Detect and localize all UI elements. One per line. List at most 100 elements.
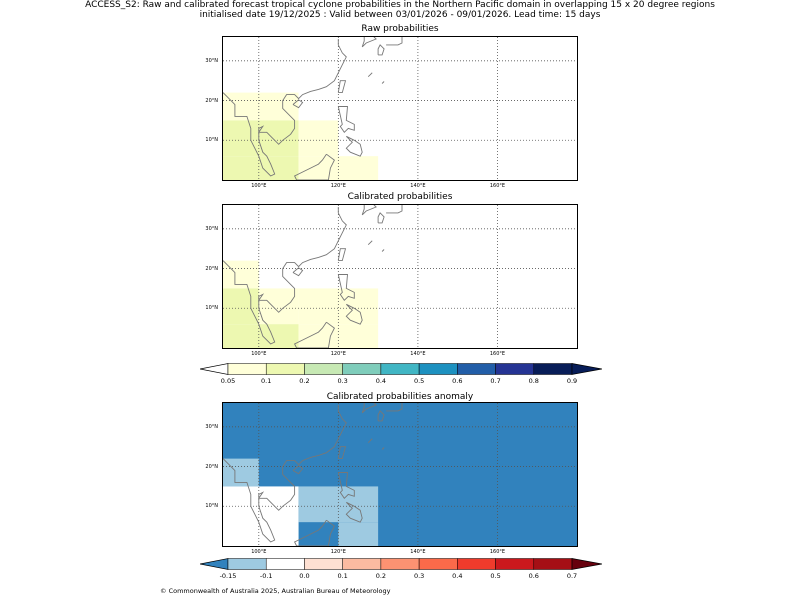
header-line1: ACCESS_S2: Raw and calibrated forecast t… — [85, 0, 715, 10]
colorbar-segment — [418, 363, 458, 375]
map-calibrated[interactable] — [222, 204, 578, 349]
colorbar-tick-label: 0.4 — [452, 572, 463, 580]
lon-label: 120°E — [330, 351, 346, 357]
colorbar-probabilities — [200, 363, 602, 375]
coastline — [337, 446, 347, 460]
colorbar-segment — [380, 558, 420, 570]
lat-label: 30°N — [205, 225, 218, 232]
probability-cell — [223, 156, 299, 180]
colorbar-segment — [457, 363, 496, 375]
coastline — [223, 207, 347, 345]
coastline — [337, 80, 347, 94]
lon-label: 160°E — [489, 351, 506, 357]
probability-cell — [223, 260, 259, 289]
coastline — [293, 153, 335, 180]
lon-label: 160°E — [489, 549, 506, 555]
colorbar-segment — [227, 558, 267, 570]
coastline — [337, 472, 355, 499]
probability-cell — [298, 120, 339, 157]
coastline — [361, 37, 377, 48]
probability-cell — [223, 288, 259, 325]
colorbar-tick-label: 0.3 — [337, 377, 348, 385]
coastline — [386, 403, 403, 412]
probability-cell — [298, 288, 379, 325]
lon-label: 100°E — [251, 183, 267, 189]
lat-label: 10°N — [205, 305, 218, 312]
map-calibrated-svg — [223, 205, 577, 348]
colorbar-over-triangle — [571, 558, 602, 570]
lon-label: 140°E — [410, 351, 426, 357]
map-anomaly[interactable] — [222, 402, 578, 547]
colorbar-segment — [265, 363, 305, 375]
probability-cell — [223, 324, 299, 348]
colorbar-tick-label: 0.6 — [528, 572, 539, 580]
coastline — [377, 44, 385, 56]
colorbar-tick-label: 0.05 — [220, 377, 236, 385]
panel-title-anomaly: Calibrated probabilities anomaly — [326, 392, 474, 402]
header-line2: initialised date 19/12/2025 : Valid betw… — [199, 10, 601, 20]
colorbar-tick-label: 0.2 — [375, 572, 387, 580]
coastline — [337, 248, 347, 262]
coastline — [367, 240, 373, 246]
colorbar-tick-label: 0.8 — [528, 377, 539, 385]
colorbar-tick-label: 0.3 — [413, 572, 425, 580]
lat-label: 10°N — [205, 503, 218, 510]
coastline — [381, 447, 385, 450]
coastline — [223, 39, 347, 177]
coastline — [381, 249, 385, 252]
colorbar-tick-label: 0.7 — [566, 572, 578, 580]
probability-cell — [298, 324, 379, 348]
colorbar-under-triangle — [200, 363, 229, 375]
lat-label: 30°N — [205, 423, 218, 430]
coastline — [386, 37, 403, 46]
panel-title-raw: Raw probabilities — [361, 24, 439, 34]
coastline — [367, 72, 373, 78]
colorbar-segment — [380, 363, 420, 375]
probability-cell — [223, 92, 299, 121]
colorbar-segment — [533, 363, 573, 375]
colorbar-segment — [495, 363, 535, 375]
map-raw-svg — [223, 37, 577, 180]
colorbar-segment — [533, 558, 573, 570]
colorbar-anomaly — [200, 558, 602, 570]
colorbar-segment — [265, 558, 305, 570]
colorbar-tick-label: 0.1 — [337, 572, 348, 580]
probability-cell — [223, 458, 259, 487]
map-raw[interactable] — [222, 36, 578, 181]
colorbar-segment — [418, 558, 458, 570]
coastline — [381, 81, 385, 84]
lon-label: 100°E — [251, 351, 267, 357]
colorbar-segment — [342, 558, 382, 570]
lon-label: 140°E — [410, 549, 426, 555]
probability-cell — [338, 522, 379, 546]
colorbar-tick-label: 0.2 — [299, 377, 310, 385]
colorbar-over-triangle — [571, 363, 602, 375]
colorbar-tick-label: -0.1 — [259, 572, 273, 580]
coastline — [337, 274, 355, 301]
probability-cell — [298, 156, 379, 180]
colorbar-segment — [457, 558, 496, 570]
coastline — [386, 205, 403, 214]
coastline — [377, 410, 385, 422]
probability-cell — [298, 486, 379, 523]
colorbar-tick-label: 0.5 — [413, 377, 425, 385]
colorbar-tick-label: 0.1 — [261, 377, 272, 385]
colorbar-tick-label: 0.5 — [490, 572, 501, 580]
coastline — [293, 321, 335, 348]
lat-label: 10°N — [205, 137, 218, 144]
probability-cell — [258, 288, 299, 325]
lat-label: 20°N — [205, 265, 218, 272]
lon-label: 140°E — [410, 183, 426, 189]
lat-label: 20°N — [205, 463, 218, 470]
coastline — [345, 303, 363, 325]
coastline — [293, 519, 335, 546]
coastline — [292, 267, 304, 277]
lon-label: 120°E — [330, 549, 346, 555]
probability-cell — [223, 120, 299, 157]
lat-label: 20°N — [205, 97, 218, 104]
colorbar-tick-label: 0.9 — [566, 377, 578, 385]
coastline — [345, 501, 363, 523]
probability-cell — [223, 486, 299, 546]
coastline — [292, 99, 304, 109]
colorbar-segment — [495, 558, 535, 570]
